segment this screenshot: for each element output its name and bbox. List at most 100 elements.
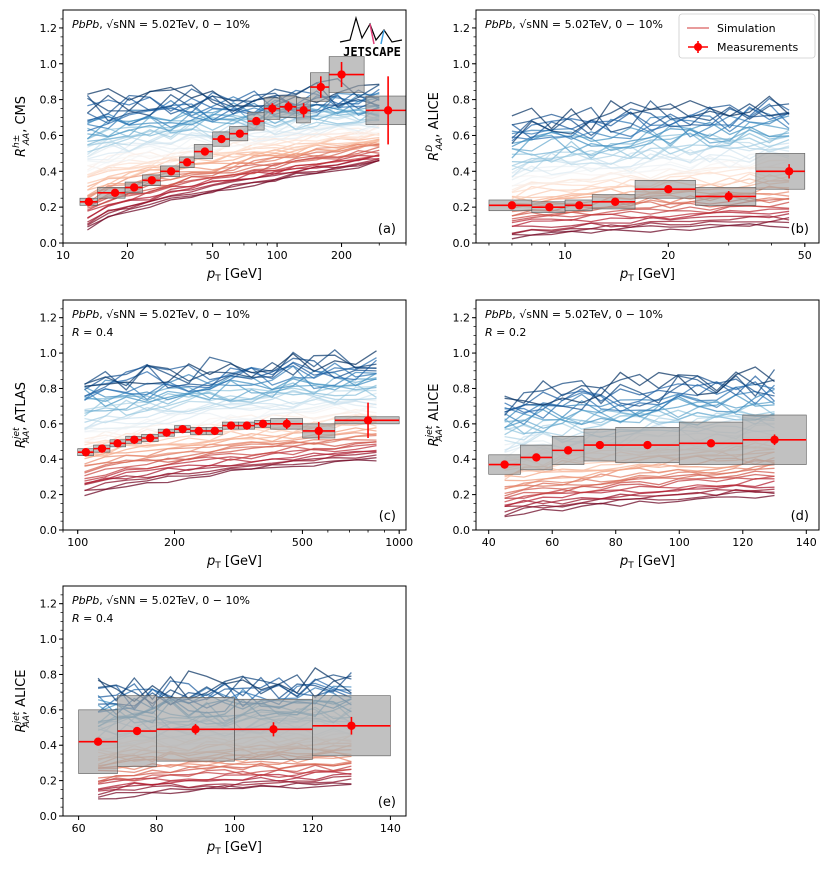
y-label-sub: AA [22,431,32,444]
subtitle-value: = 0.2 [493,326,527,339]
y-axis-label: Rh±AA, CMS [12,96,32,157]
measurement-point [191,725,200,734]
simulation-curve [511,127,790,152]
y-label-sup: jet [425,425,435,439]
measurement-point [145,433,155,443]
measurement-point [664,185,673,194]
panel-a: 10 20 50 100 200 0.0 0.2 0.4 0.6 0.8 1.0 1.2 pT [GeV… [12,9,407,284]
panel-letter: (c) [379,509,396,524]
x-tick-label: 120 [302,822,323,835]
panel-c: 100 200 500 1000 0.0 0.2 0.4 0.6 0.8 1.0 1.2 pT [Ge… [12,299,413,571]
simulation-curve [511,112,790,140]
measurement-point [110,188,120,198]
simulation-curve [511,208,790,224]
x-label-var: p [206,554,215,569]
simulation-curve [84,449,377,484]
measurement-point [383,106,393,115]
simulation-curve [84,372,377,408]
simulation-curve [84,459,377,497]
measurement-point [242,421,252,430]
simulation-curve [511,221,790,236]
title-energy: , √sNN = 5.02TeV, 0 − 10% [99,18,250,31]
y-tick-label: 1.0 [40,633,58,646]
x-label-unit: [GeV] [634,554,675,569]
x-tick-label: 1000 [385,536,413,549]
y-label-exp: , ALICE [427,92,442,138]
simulation-curve [98,765,352,782]
simulation-curve [98,762,352,779]
x-tick-label: 20 [120,249,134,262]
simulation-curve [87,83,380,107]
y-tick-label: 0.4 [453,453,471,466]
panel-title: PbPb, √sNN = 5.02TeV, 0 − 10% [72,18,250,31]
x-tick-label: 140 [380,822,401,835]
measurement-point [182,158,192,167]
y-tick-label: 0.2 [40,775,58,788]
measurement-point [235,129,245,138]
measurement-point [282,419,291,429]
simulation-curve [87,158,380,225]
y-axis-label: RjetAA, ALICE [425,384,445,447]
simulation-curve [504,366,775,406]
y-tick-label: 0.8 [40,382,58,395]
x-tick-label: 50 [798,249,812,262]
subtitle-var: R [485,326,493,339]
plot-area [488,95,806,240]
y-tick-label: 0.8 [453,94,471,107]
simulation-curve [511,133,790,163]
measurement-point [166,167,176,176]
title-system: PbPb [72,308,99,321]
measurement-point [194,426,203,436]
y-tick-label: 0.0 [40,524,58,537]
simulation-curve [504,375,775,413]
y-tick-label: 0.6 [453,129,471,142]
simulation-curve [97,764,352,784]
x-tick-label: 40 [482,536,496,549]
plot-area [79,56,406,231]
y-tick-label: 0.8 [40,668,58,681]
simulation-curve [84,408,377,444]
x-axis-label: pT [GeV] [619,554,675,571]
measurement-point [563,446,573,455]
simulation-curve [511,137,790,171]
x-tick-label: 80 [150,822,164,835]
panel-title: PbPb, √sNN = 5.02TeV, 0 − 10% [72,308,250,321]
y-label-var: R [14,439,29,448]
simulation-curve [511,215,790,234]
measurement-point [200,147,210,156]
y-tick-label: 0.0 [40,810,58,823]
legend-measure-dot [694,43,702,51]
legend-measurements-label: Measurements [717,41,799,54]
measurement-point [93,737,103,746]
x-label-sub: T [214,847,221,857]
simulation-curve [511,210,790,228]
simulation-curve [504,477,775,499]
x-label-unit: [GeV] [221,267,262,282]
measurement-point [316,82,326,92]
measurement-point [269,725,278,734]
simulation-curve [87,90,380,132]
simulation-curve [97,674,352,702]
x-label-var: p [206,840,215,855]
panel-e: 60 80 100 120 140 0.0 0.2 0.4 0.6 0.8 1.0 1.2 pT [Ge… [12,585,407,857]
simulation-curve [504,400,775,429]
measurement-point [210,426,220,436]
panel-title: PbPb, √sNN = 5.02TeV, 0 − 10% [485,308,663,321]
measurement-point [226,421,236,430]
legend-box [678,13,816,59]
simulation-curve [87,158,380,219]
measurement-point [84,197,94,206]
x-label-sub: T [627,274,634,284]
panel-d: 40 60 80 100 120 140 0.0 0.2 0.4 0.6 0.8 1.0 1.2 pT [… [425,299,820,571]
simulation-curve [97,778,352,796]
jetscape-logo: JETSCAPE [339,15,403,59]
y-tick-label: 0.8 [40,94,58,107]
x-tick-label: 80 [609,536,623,549]
simulation-curve [97,782,352,798]
measurement-point [258,419,268,429]
simulation-curve [511,135,790,167]
subtitle-value: = 0.4 [80,326,114,339]
subtitle-value: = 0.4 [80,612,114,625]
y-tick-label: 1.0 [453,347,471,360]
measurement-point [784,167,794,176]
